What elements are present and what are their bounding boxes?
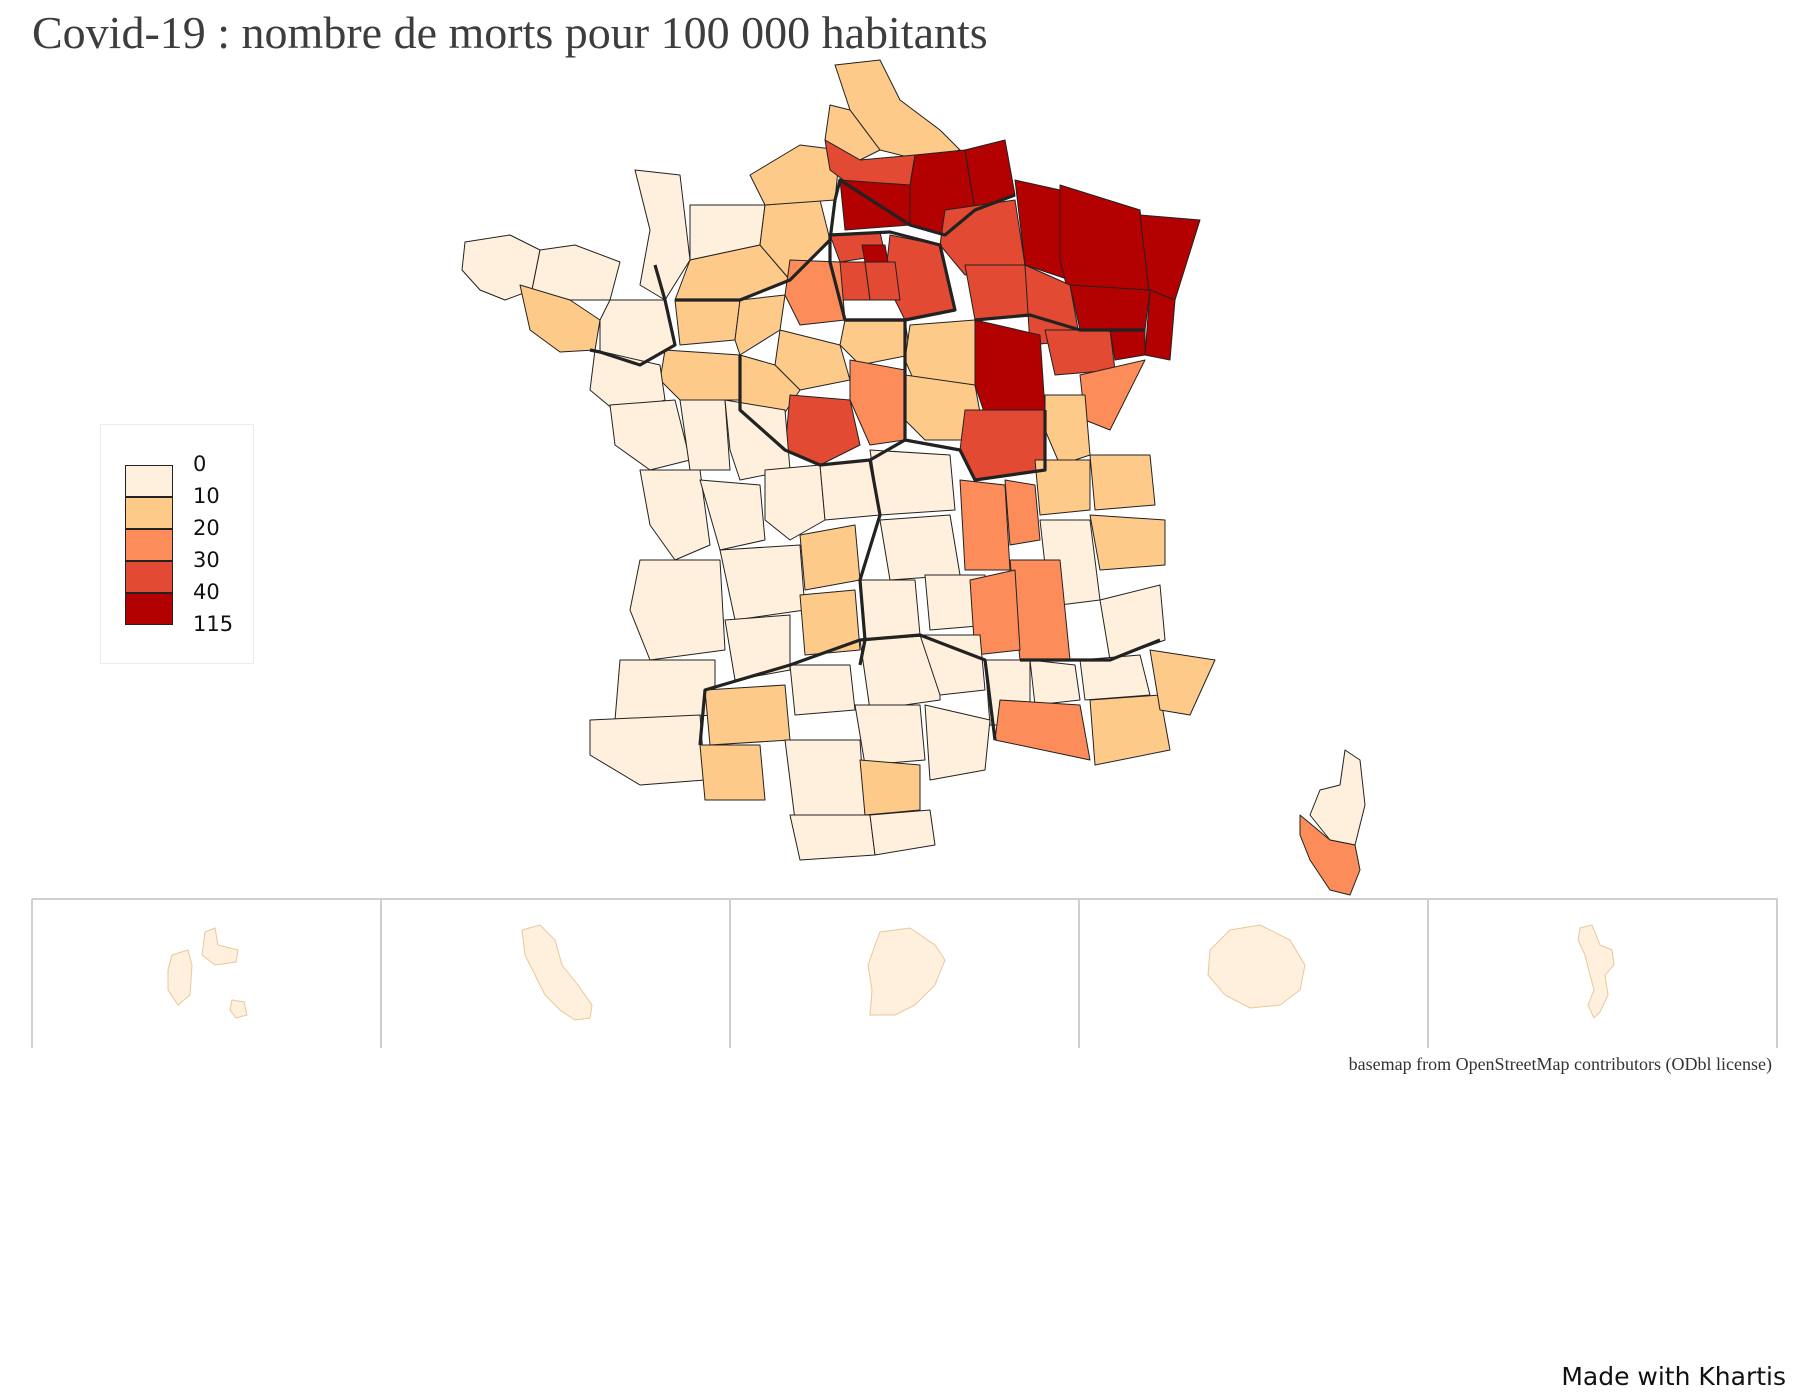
dept-moselle-meurthe[interactable]	[1059, 184, 1151, 301]
dept-jura[interactable]	[1044, 394, 1091, 466]
dept-haute-vienne[interactable]	[764, 464, 826, 541]
legend-break-1: 10	[193, 484, 220, 508]
boundary-bretagne	[589, 264, 677, 367]
dept-vaucluse[interactable]	[1029, 659, 1081, 706]
dept-cotes-armor[interactable]	[531, 244, 621, 301]
boundary-naq-ara	[858, 459, 882, 666]
guyane-outline[interactable]	[867, 927, 946, 1016]
legend-break-5: 115	[193, 612, 234, 636]
legend-swatch-class-4	[125, 561, 173, 593]
dept-mayenne[interactable]	[674, 299, 741, 346]
boundary-ara-paca	[1020, 638, 1161, 662]
dept-cote-or[interactable]	[974, 319, 1046, 416]
dept-haute-savoie[interactable]	[1089, 454, 1156, 511]
dept-dordogne[interactable]	[719, 544, 806, 621]
dept-maine-et-loire[interactable]	[659, 349, 741, 401]
dept-vosges[interactable]	[1069, 284, 1151, 331]
dept-haute-garonne[interactable]	[784, 739, 866, 821]
dept-essonne[interactable]	[864, 261, 901, 301]
dept-ariege[interactable]	[789, 814, 876, 861]
dept-paris-petite-couronne[interactable]	[861, 244, 889, 263]
dept-lozere[interactable]	[919, 634, 986, 696]
dept-haut-rhin[interactable]	[1144, 289, 1176, 361]
region-boundaries	[589, 178, 1161, 746]
mayotte-outline[interactable]	[1577, 924, 1615, 1019]
dept-var[interactable]	[1089, 694, 1171, 766]
dept-loir-et-cher[interactable]	[774, 329, 851, 391]
legend-swatch-class-3	[125, 529, 173, 561]
dept-haute-saone[interactable]	[1044, 329, 1116, 376]
dept-tarn-et-garonne[interactable]	[789, 664, 856, 716]
dept-aube[interactable]	[964, 264, 1031, 321]
legend-break-4: 40	[193, 580, 220, 604]
dept-pas-de-calais[interactable]	[824, 104, 881, 161]
martinique-outline[interactable]	[521, 924, 593, 1021]
dept-lot[interactable]	[799, 589, 861, 656]
dept-corse-du-sud[interactable]	[1299, 814, 1361, 896]
boundary-normandie	[675, 199, 837, 302]
dept-seine-maritime[interactable]	[749, 144, 841, 206]
guadeloupe-outline[interactable]	[167, 927, 248, 1019]
dept-hautes-alpes[interactable]	[1099, 584, 1166, 661]
dept-manche[interactable]	[634, 169, 691, 301]
legend-swatch-class-1	[125, 465, 173, 497]
dept-charente-maritime[interactable]	[639, 469, 711, 561]
basemap-credit: basemap from OpenStreetMap contributors …	[1348, 1054, 1772, 1074]
dept-landes[interactable]	[614, 659, 716, 721]
dept-pyrenees-atlantiques[interactable]	[589, 714, 706, 786]
boundary-bfc	[904, 410, 1047, 482]
map-legend: 0 10 20 30 40 115	[100, 424, 254, 664]
dept-finistere[interactable]	[461, 234, 541, 301]
dept-ain[interactable]	[1034, 459, 1091, 516]
dept-savoie[interactable]	[1089, 514, 1166, 571]
legend-break-3: 30	[193, 548, 220, 572]
dept-vendee[interactable]	[609, 399, 691, 471]
dept-lot-et-garonne[interactable]	[724, 614, 791, 681]
boundary-idf	[828, 230, 957, 322]
legend-break-0: 0	[193, 452, 207, 476]
map-title: Covid-19 : nombre de morts pour 100 000 …	[32, 7, 988, 58]
dept-tarn[interactable]	[854, 704, 926, 766]
dept-vienne[interactable]	[724, 399, 791, 481]
boundary-hauts-de-france[interactable]	[833, 178, 1016, 237]
dept-hautes-pyrenees[interactable]	[699, 744, 766, 801]
dept-alpes-maritimes[interactable]	[1149, 649, 1216, 716]
dept-gers[interactable]	[704, 684, 791, 746]
legend-swatch-class-5	[125, 593, 173, 625]
dept-eure-et-loir[interactable]	[784, 259, 846, 326]
la-reunion-outline[interactable]	[1207, 924, 1306, 1009]
dept-rhone[interactable]	[1004, 479, 1041, 546]
dept-loiret[interactable]	[839, 319, 911, 366]
dept-bouches-du-rhone[interactable]	[994, 699, 1091, 761]
dept-allier[interactable]	[869, 449, 956, 516]
departments-layer	[461, 59, 1366, 896]
dept-herault[interactable]	[924, 704, 991, 781]
dept-loire[interactable]	[959, 479, 1011, 571]
dept-puy-de-dome[interactable]	[879, 514, 961, 581]
dept-saone-et-loire[interactable]	[959, 409, 1046, 481]
dept-charente[interactable]	[699, 479, 766, 551]
legend-break-2: 20	[193, 516, 220, 540]
overseas-insets	[31, 898, 1778, 1048]
dept-bas-rhin[interactable]	[1139, 214, 1201, 301]
dept-alpes-de-haute-provence[interactable]	[1079, 654, 1151, 701]
dept-cher[interactable]	[849, 359, 906, 446]
legend-swatch-class-2	[125, 497, 173, 529]
dept-marne[interactable]	[939, 199, 1026, 276]
boundary-occitanie	[698, 633, 997, 746]
dept-correze[interactable]	[799, 524, 861, 591]
dept-sarthe[interactable]	[734, 294, 786, 356]
dept-gironde[interactable]	[629, 559, 726, 661]
dept-ardeche[interactable]	[969, 569, 1021, 656]
dept-pyrenees-orientales[interactable]	[869, 809, 936, 856]
dept-cantal[interactable]	[859, 579, 921, 641]
dept-aude[interactable]	[859, 759, 921, 816]
boundary-grand-est	[974, 313, 1145, 332]
made-with-khartis: Made with Khartis	[1561, 1362, 1786, 1391]
boundary-centre	[738, 318, 907, 467]
dept-deux-sevres[interactable]	[679, 399, 731, 471]
dept-territoire-belfort[interactable]	[1109, 329, 1146, 361]
